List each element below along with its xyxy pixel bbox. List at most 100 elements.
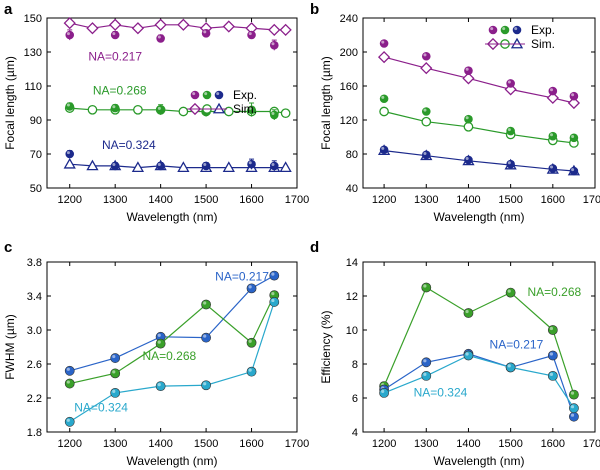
exp-point-highlight bbox=[203, 163, 207, 166]
exp-point bbox=[488, 25, 498, 35]
exp-point-highlight bbox=[550, 165, 554, 169]
exp-point-highlight bbox=[271, 163, 275, 166]
y-tick-label: 3.4 bbox=[27, 291, 42, 303]
sim-line bbox=[383, 56, 575, 104]
x-tick-label: 1700 bbox=[285, 194, 309, 206]
x-tick-label: 1500 bbox=[194, 438, 218, 450]
y-tick-label: 14 bbox=[346, 257, 358, 269]
exp-point-highlight bbox=[216, 92, 220, 96]
y-tick-label: 120 bbox=[340, 115, 358, 127]
y-tick-label: 90 bbox=[30, 115, 42, 127]
sim-point bbox=[86, 159, 99, 171]
y-tick-label: 110 bbox=[24, 81, 42, 93]
panel-a: 1200 1300 1400 1500 1600 1700 50 70 90 110 130 150 W… bbox=[3, 13, 309, 224]
data-point-highlight bbox=[248, 368, 252, 372]
x-axis-label: Wavelength (nm) bbox=[434, 454, 525, 468]
series-label: NA=0.268 bbox=[93, 84, 147, 98]
y-tick-label: 240 bbox=[340, 13, 358, 25]
x-tick-label: 1500 bbox=[498, 194, 522, 206]
exp-point-highlight bbox=[381, 146, 385, 150]
series-line bbox=[383, 353, 575, 417]
exp-point-highlight bbox=[381, 40, 385, 44]
sim-line bbox=[383, 110, 574, 144]
data-point-highlight bbox=[549, 326, 554, 331]
exp-point bbox=[421, 107, 431, 116]
data-point-highlight bbox=[203, 301, 207, 305]
data-point bbox=[246, 283, 257, 294]
sim-point bbox=[178, 106, 189, 117]
sim-point bbox=[222, 20, 235, 33]
x-tick-label: 1400 bbox=[148, 438, 172, 450]
y-tick-label: 8 bbox=[352, 359, 358, 371]
series-label: NA=0.268 bbox=[528, 285, 582, 299]
exp-point bbox=[506, 79, 515, 88]
y-tick-label: 130 bbox=[24, 47, 42, 59]
x-axis-label: Wavelength (nm) bbox=[127, 210, 218, 224]
data-point-highlight bbox=[203, 334, 207, 338]
series-label: NA=0.217 bbox=[88, 50, 142, 64]
sim-point bbox=[131, 161, 145, 173]
data-point-highlight bbox=[112, 354, 116, 359]
exp-point-highlight bbox=[507, 80, 511, 84]
exp-point bbox=[201, 161, 211, 171]
x-tick-label: 1200 bbox=[372, 438, 396, 450]
sim-point bbox=[87, 104, 98, 115]
exp-point bbox=[156, 161, 165, 171]
data-point bbox=[421, 357, 432, 368]
data-point bbox=[64, 416, 75, 427]
exp-point bbox=[269, 161, 279, 171]
data-point bbox=[547, 325, 558, 335]
exp-point-highlight bbox=[490, 27, 494, 31]
sim-point bbox=[567, 96, 581, 110]
y-tick-label: 6 bbox=[352, 393, 358, 405]
exp-point bbox=[214, 90, 224, 100]
x-tick-label: 1500 bbox=[194, 194, 218, 206]
exp-point bbox=[65, 30, 75, 40]
y-tick-label: 3.8 bbox=[27, 257, 42, 269]
data-point bbox=[505, 362, 516, 373]
exp-point bbox=[379, 39, 389, 48]
y-tick-label: 50 bbox=[30, 183, 42, 195]
series-label: NA=0.217 bbox=[490, 338, 544, 352]
exp-point-highlight bbox=[423, 108, 427, 112]
exp-point bbox=[269, 40, 279, 50]
x-tick-label: 1700 bbox=[285, 438, 309, 450]
data-point-highlight bbox=[271, 272, 275, 276]
data-point bbox=[547, 350, 558, 361]
data-point-highlight bbox=[271, 298, 275, 303]
data-point-highlight bbox=[423, 359, 427, 363]
y-tick-label: 2.6 bbox=[27, 359, 42, 371]
y-axis-label: Efficiency (%) bbox=[319, 310, 333, 383]
data-point-highlight bbox=[248, 285, 252, 289]
y-tick-label: 40 bbox=[346, 183, 358, 195]
data-point-highlight bbox=[248, 339, 252, 343]
series-line bbox=[69, 294, 275, 385]
exp-point-highlight bbox=[66, 103, 70, 107]
data-point bbox=[110, 368, 121, 379]
exp-point-highlight bbox=[550, 133, 554, 137]
exp-point-highlight bbox=[465, 157, 469, 161]
exp-point bbox=[464, 155, 473, 165]
sim-point bbox=[280, 108, 291, 119]
exp-point-highlight bbox=[66, 32, 70, 36]
sim-point bbox=[420, 62, 433, 75]
data-point-highlight bbox=[507, 364, 511, 368]
x-tick-label: 1200 bbox=[372, 194, 396, 206]
legend-sim-marker bbox=[510, 37, 524, 49]
exp-point-highlight bbox=[248, 161, 252, 165]
exp-point-highlight bbox=[157, 106, 161, 110]
exp-point bbox=[156, 34, 165, 43]
plot-frame bbox=[46, 261, 298, 433]
data-point bbox=[569, 411, 579, 422]
exp-point-highlight bbox=[507, 128, 511, 132]
exp-point-highlight bbox=[465, 67, 469, 71]
data-point-highlight bbox=[423, 284, 427, 288]
y-axis-label: Focal length (µm) bbox=[3, 56, 17, 150]
data-point bbox=[155, 338, 166, 349]
panel-d: 1200 1300 1400 1500 1600 1700 4 6 8 10 12 14 Wavelen… bbox=[319, 257, 600, 468]
data-point-highlight bbox=[570, 405, 575, 409]
exp-point-highlight bbox=[571, 134, 575, 138]
series-label: NA=0.324 bbox=[102, 138, 156, 152]
exp-point-highlight bbox=[502, 27, 506, 31]
y-tick-label: 4 bbox=[352, 427, 358, 439]
